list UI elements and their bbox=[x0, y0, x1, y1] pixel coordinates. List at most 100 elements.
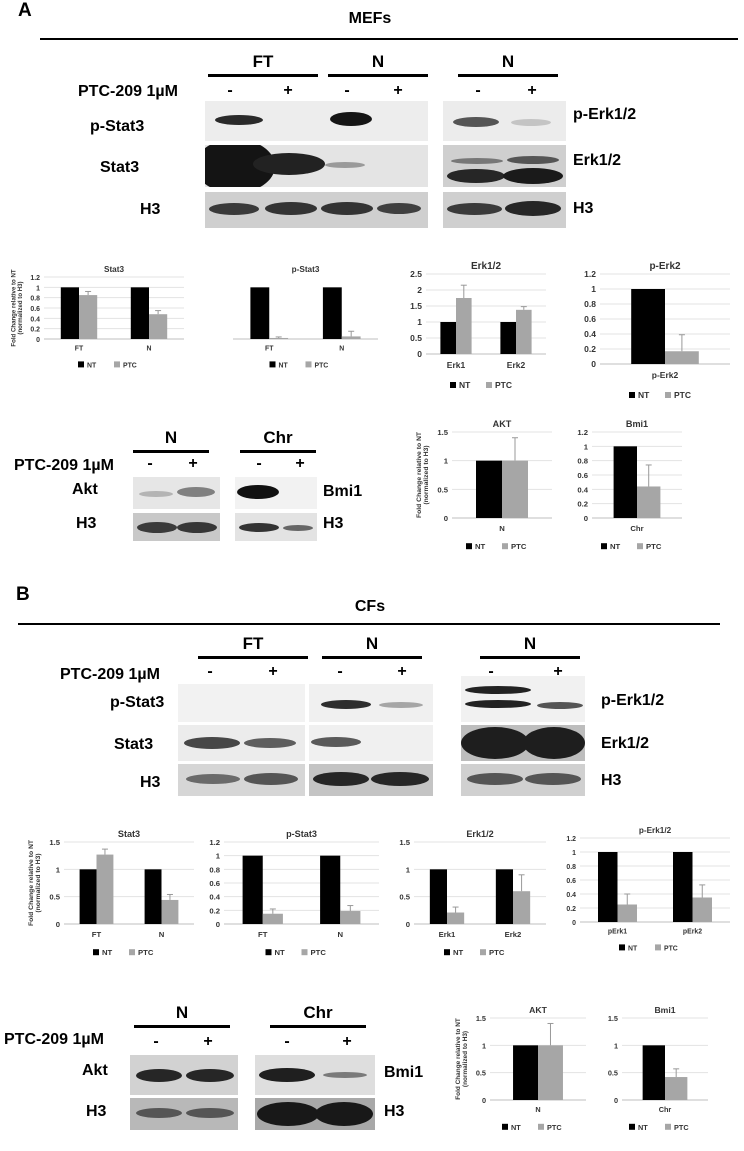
legend-label-ptc: PTC bbox=[674, 390, 691, 400]
y-axis-label: Fold Change relative to NT bbox=[11, 269, 18, 346]
sign-plus: + bbox=[188, 455, 198, 472]
chart-title: AKT bbox=[529, 1005, 547, 1015]
sign-minus: - bbox=[475, 82, 481, 99]
legend-label-ptc: PTC bbox=[138, 948, 154, 957]
row-label-akt: Akt bbox=[82, 1062, 108, 1079]
bar-ptc bbox=[665, 1077, 688, 1100]
row-label-h3: H3 bbox=[140, 201, 161, 218]
bar-nt bbox=[242, 855, 263, 924]
chart-svg: Erk1/2 0 0.5 1 1.5 Erk1 Erk2 NT PTC bbox=[399, 829, 546, 957]
bar-ptc bbox=[340, 911, 361, 924]
y-tick-label: 1 bbox=[36, 285, 40, 292]
bar-ptc bbox=[637, 486, 661, 518]
y-tick-label: 0 bbox=[444, 514, 448, 523]
chart-svg: AKT Fold Change relative to NT (normalized… bbox=[416, 419, 552, 551]
row-label-bmi1: Bmi1 bbox=[384, 1064, 424, 1081]
bar-nt bbox=[476, 460, 502, 518]
legend-swatch-nt bbox=[466, 543, 472, 550]
bar-ptc bbox=[617, 904, 637, 922]
legend-label-ptc: PTC bbox=[646, 542, 662, 551]
legend-swatch-nt bbox=[619, 944, 625, 951]
y-tick-label: 0.5 bbox=[608, 1069, 618, 1078]
blot-strip-erk bbox=[443, 145, 566, 187]
y-tick-label: 0.4 bbox=[566, 892, 576, 899]
legend-label-ptc: PTC bbox=[123, 362, 137, 369]
y-tick-label: 0 bbox=[417, 349, 422, 359]
chart-akt-mefs: AKT Fold Change relative to NT (normalized… bbox=[394, 412, 562, 562]
bar-nt bbox=[673, 852, 693, 922]
y-tick-label: 0.4 bbox=[209, 893, 220, 902]
legend-label-ptc: PTC bbox=[311, 948, 327, 957]
bar-ptc bbox=[502, 460, 528, 518]
chart-title: p-Erk1/2 bbox=[639, 826, 672, 835]
legend-swatch-nt bbox=[629, 392, 635, 398]
x-tick-label: FT bbox=[75, 346, 84, 353]
y-axis-label: Fold Change relative to NT bbox=[416, 431, 423, 518]
panel-a-title: MEFs bbox=[348, 10, 392, 27]
bar-ptc bbox=[269, 337, 289, 339]
blot-strip-h3 bbox=[130, 1098, 238, 1130]
bar-nt bbox=[250, 287, 270, 339]
blot-strip-bmi1 bbox=[255, 1055, 375, 1095]
chart-p-erk2-mefs: p-Erk2 0 0.2 0.4 0.6 0.8 1 1.2 p-Erk2 NT PTC bbox=[560, 258, 740, 408]
row-label-erk: Erk1/2 bbox=[573, 152, 622, 169]
legend-label-nt: NT bbox=[279, 362, 289, 369]
treatment-label: PTC-209 1µM bbox=[4, 1031, 104, 1048]
sign-plus: + bbox=[393, 82, 403, 99]
bar-nt bbox=[79, 869, 97, 924]
chart-title: Bmi1 bbox=[626, 419, 648, 429]
legend-label-nt: NT bbox=[87, 362, 97, 369]
legend-label-nt: NT bbox=[459, 380, 471, 390]
y-axis-label: (normalized to H3) bbox=[17, 281, 24, 334]
bar-ptc bbox=[161, 899, 179, 924]
y-tick-label: 0.8 bbox=[566, 864, 576, 871]
legend-swatch-ptc bbox=[637, 543, 643, 550]
group-line bbox=[208, 74, 318, 77]
chart-bmi1-mefs: Bmi1 0 0.2 0.4 0.6 0.8 1 1.2 Chr NT PTC bbox=[562, 412, 692, 562]
chart-title: p-Erk2 bbox=[649, 261, 681, 272]
row-label-h3: H3 bbox=[573, 200, 594, 217]
legend-swatch-ptc bbox=[114, 361, 120, 368]
legend-swatch-nt bbox=[601, 543, 607, 550]
blot-strip-h3 bbox=[133, 513, 220, 541]
chart-svg: AKT Fold Change relative to NT (normalized… bbox=[455, 1005, 586, 1132]
row-label-stat3: Stat3 bbox=[100, 159, 140, 176]
y-tick-label: 0.5 bbox=[49, 893, 60, 902]
group-label-ft: FT bbox=[242, 634, 264, 653]
legend-swatch-nt bbox=[629, 1123, 635, 1130]
blot-strip-bmi1 bbox=[235, 477, 317, 509]
bar-ptc bbox=[447, 912, 465, 924]
sign-minus: - bbox=[227, 82, 233, 99]
blot-strip-p-stat3 bbox=[309, 684, 433, 722]
chart-title: p-Stat3 bbox=[286, 829, 317, 839]
y-tick-label: 0.4 bbox=[30, 316, 40, 323]
blot-strip-p-stat3 bbox=[178, 684, 305, 722]
x-tick-label: Erk2 bbox=[505, 930, 522, 939]
y-tick-label: 1 bbox=[482, 1041, 486, 1050]
bar-nt bbox=[513, 1045, 538, 1100]
row-label-h3: H3 bbox=[601, 772, 622, 789]
sign-plus: + bbox=[203, 1033, 213, 1050]
y-tick-label: 1.2 bbox=[584, 269, 596, 279]
bar-ptc bbox=[341, 336, 361, 339]
y-tick-label: 0 bbox=[56, 920, 60, 929]
group-line bbox=[270, 1025, 366, 1028]
sign-minus: - bbox=[284, 1033, 290, 1050]
x-tick-label: pErk2 bbox=[683, 929, 702, 936]
blot-strip-stat3 bbox=[309, 725, 433, 761]
bar-ptc bbox=[665, 351, 699, 364]
bar-ptc bbox=[149, 314, 168, 339]
row-label-h3: H3 bbox=[140, 774, 161, 791]
row-label-p-stat3: p-Stat3 bbox=[90, 118, 145, 135]
bar-nt bbox=[440, 322, 456, 354]
y-tick-label: 1.2 bbox=[30, 275, 40, 282]
sign-minus: - bbox=[344, 82, 350, 99]
x-tick-label: pErk1 bbox=[608, 929, 627, 936]
blot-strip-h3 bbox=[255, 1098, 375, 1130]
y-tick-label: 0.2 bbox=[584, 344, 596, 354]
chart-title: Stat3 bbox=[104, 265, 124, 274]
legend-label-nt: NT bbox=[638, 1123, 648, 1132]
row-label-h3: H3 bbox=[323, 515, 344, 532]
y-tick-label: 0 bbox=[584, 514, 588, 523]
